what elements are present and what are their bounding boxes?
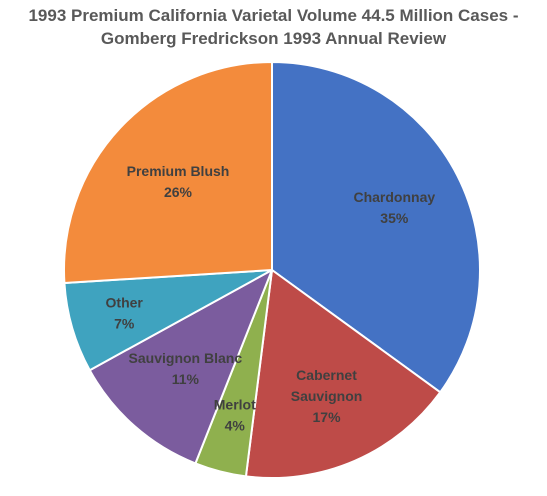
pie-labels: Chardonnay 35% Cabernet Sauvignon 17% Merlot 4… [106,163,436,433]
pie-label-percent-1: 17% [313,409,342,425]
pie-label-name-3-0: Sauvignon Blanc [129,350,243,366]
pie-label-name-4-0: Other [106,294,144,310]
pie-label-name-1-0: Cabernet [296,367,357,383]
pie-label-name-0-0: Chardonnay [353,189,435,205]
pie-label-percent-4: 7% [114,315,135,331]
pie-label-percent-0: 35% [380,210,409,226]
chart-title: 1993 Premium California Varietal Volume … [0,4,547,50]
chart-title-line-2: Gomberg Fredrickson 1993 Annual Review [100,29,447,48]
pie-label-name-1-1: Sauvignon [291,388,363,404]
pie-label-4: Other 7% [106,294,144,331]
pie-label-5: Premium Blush 26% [127,163,230,200]
chart-title-line-1: 1993 Premium California Varietal Volume … [28,6,519,25]
pie-label-1: Cabernet Sauvignon 17% [291,367,363,425]
pie-slice-0 [271,61,481,394]
pie-label-3: Sauvignon Blanc 11% [129,350,243,387]
pie-label-name-5-0: Premium Blush [127,163,230,179]
pie-slices [63,61,481,479]
pie-slice-3 [88,269,273,465]
pie-slice-1 [244,269,442,479]
pie-slice-5 [63,61,273,285]
pie-label-percent-2: 4% [225,418,246,434]
pie-label-2: Merlot 4% [214,397,256,434]
pie-label-name-2-0: Merlot [214,397,256,413]
pie-label-percent-5: 26% [164,184,193,200]
pie-label-0: Chardonnay 35% [353,189,435,226]
pie-label-percent-3: 11% [172,371,200,387]
